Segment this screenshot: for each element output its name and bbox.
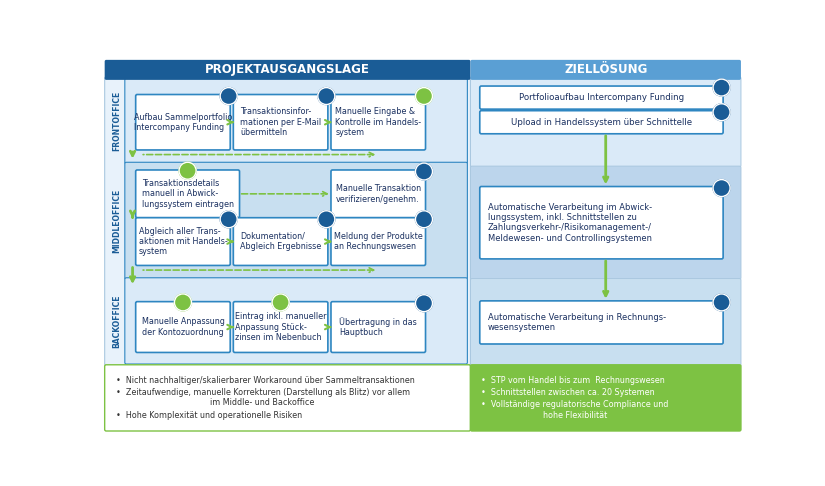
FancyBboxPatch shape	[125, 162, 468, 279]
Text: Automatische Verarbeitung im Abwick-
lungssystem, inkl. Schnittstellen zu
Zahlun: Automatische Verarbeitung im Abwick- lun…	[488, 203, 652, 243]
FancyBboxPatch shape	[125, 78, 468, 164]
Circle shape	[416, 211, 432, 228]
Circle shape	[272, 294, 289, 311]
FancyBboxPatch shape	[480, 187, 724, 259]
FancyBboxPatch shape	[331, 94, 426, 150]
FancyBboxPatch shape	[233, 94, 328, 150]
Text: Eintrag inkl. manueller
Anpassung Stück-
zinsen im Nebenbuch: Eintrag inkl. manueller Anpassung Stück-…	[235, 312, 327, 342]
Circle shape	[416, 87, 432, 104]
FancyBboxPatch shape	[135, 218, 230, 265]
FancyBboxPatch shape	[470, 365, 741, 431]
Circle shape	[318, 87, 335, 104]
Circle shape	[318, 211, 335, 228]
FancyBboxPatch shape	[105, 365, 470, 431]
FancyBboxPatch shape	[331, 170, 426, 218]
FancyBboxPatch shape	[125, 278, 468, 364]
FancyBboxPatch shape	[233, 218, 328, 265]
Circle shape	[174, 294, 191, 311]
FancyBboxPatch shape	[470, 278, 741, 366]
FancyBboxPatch shape	[470, 60, 741, 80]
Text: PROJEKTAUSGANGSLAGE: PROJEKTAUSGANGSLAGE	[205, 63, 370, 76]
Text: Übertragung in das
Hauptbuch: Übertragung in das Hauptbuch	[339, 317, 417, 337]
Text: Dokumentation/
Abgleich Ergebnisse: Dokumentation/ Abgleich Ergebnisse	[240, 232, 321, 251]
Circle shape	[416, 163, 432, 180]
Circle shape	[416, 295, 432, 312]
Circle shape	[220, 211, 238, 228]
FancyBboxPatch shape	[135, 170, 239, 218]
FancyBboxPatch shape	[105, 77, 470, 365]
Text: Manuelle Anpassung
der Kontozuordnung: Manuelle Anpassung der Kontozuordnung	[142, 317, 224, 337]
Circle shape	[713, 294, 730, 311]
FancyBboxPatch shape	[480, 111, 724, 134]
Text: Upload in Handelssystem über Schnittelle: Upload in Handelssystem über Schnittelle	[511, 118, 692, 127]
FancyBboxPatch shape	[480, 301, 724, 344]
Text: •  Zeitaufwendige, manuelle Korrekturen (Darstellung als Blitz) vor allem
im Mid: • Zeitaufwendige, manuelle Korrekturen (…	[116, 388, 410, 407]
Circle shape	[179, 162, 196, 179]
Text: •  Hohe Komplexität und operationelle Risiken: • Hohe Komplexität und operationelle Ris…	[116, 411, 302, 420]
Text: Aufbau Sammelportfolio
Intercompany Funding: Aufbau Sammelportfolio Intercompany Fund…	[134, 113, 232, 132]
Text: Transaktionsinfor-
mationen per E-Mail
übermitteln: Transaktionsinfor- mationen per E-Mail ü…	[240, 107, 321, 137]
Circle shape	[220, 87, 238, 104]
Text: •  STP vom Handel bis zum  Rechnungswesen: • STP vom Handel bis zum Rechnungswesen	[481, 376, 665, 384]
Text: Manuelle Transaktion
verifizieren/genehm.: Manuelle Transaktion verifizieren/genehm…	[336, 184, 421, 204]
Text: FRONTOFFICE: FRONTOFFICE	[112, 91, 121, 151]
Text: MIDDLEOFFICE: MIDDLEOFFICE	[112, 189, 121, 253]
Text: Manuelle Eingabe &
Kontrolle im Handels-
system: Manuelle Eingabe & Kontrolle im Handels-…	[335, 107, 422, 137]
Circle shape	[713, 180, 730, 196]
FancyBboxPatch shape	[233, 302, 328, 352]
FancyBboxPatch shape	[135, 302, 230, 352]
Text: Abgleich aller Trans-
aktionen mit Handels-
system: Abgleich aller Trans- aktionen mit Hande…	[139, 226, 228, 257]
Text: Meldung der Produkte
an Rechnungswesen: Meldung der Produkte an Rechnungswesen	[334, 232, 422, 251]
FancyBboxPatch shape	[480, 86, 724, 109]
Text: ZIELLÖSUNG: ZIELLÖSUNG	[564, 63, 648, 76]
FancyBboxPatch shape	[470, 166, 741, 279]
FancyBboxPatch shape	[105, 60, 470, 80]
FancyBboxPatch shape	[470, 77, 741, 167]
Text: Portfolioaufbau Intercompany Funding: Portfolioaufbau Intercompany Funding	[519, 93, 684, 102]
Text: •  Vollständige regulatorische Compliance und
hohe Flexibilität: • Vollständige regulatorische Compliance…	[481, 400, 669, 419]
FancyBboxPatch shape	[331, 302, 426, 352]
FancyBboxPatch shape	[135, 94, 230, 150]
Text: •  Nicht nachhaltiger/skalierbarer Workaround über Sammeltransaktionen: • Nicht nachhaltiger/skalierbarer Workar…	[116, 376, 414, 384]
FancyBboxPatch shape	[331, 218, 426, 265]
Text: Automatische Verarbeitung in Rechnungs-
wesensystemen: Automatische Verarbeitung in Rechnungs- …	[488, 312, 666, 332]
Circle shape	[713, 79, 730, 96]
Text: •  Schnittstellen zwischen ca. 20 Systemen: • Schnittstellen zwischen ca. 20 Systeme…	[481, 388, 655, 397]
Text: Transaktionsdetails
manuell in Abwick-
lungssystem eintragen: Transaktionsdetails manuell in Abwick- l…	[142, 179, 233, 209]
Circle shape	[713, 104, 730, 121]
Text: BACKOFFICE: BACKOFFICE	[112, 294, 121, 347]
